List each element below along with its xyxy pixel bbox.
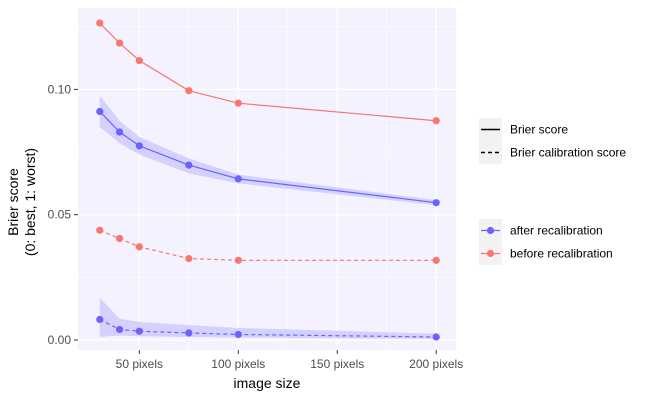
- point-brier-score-before-recalibration: [185, 87, 193, 95]
- legend-label-brier-score: Brier score: [510, 123, 568, 137]
- point-brier-calibration-score-before-recalibration: [135, 243, 143, 251]
- point-brier-score-after-recalibration: [96, 107, 104, 116]
- x-tick-label: 100 pixels: [211, 357, 265, 371]
- point-brier-calibration-score-before-recalibration: [432, 256, 440, 264]
- legend-key-before-dot: [486, 249, 495, 258]
- line-brier-score-before-recalibration: [99, 22, 437, 122]
- confidence-ribbons: [99, 95, 437, 339]
- point-brier-calibration-score-before-recalibration: [115, 234, 124, 243]
- x-axis-ticks: 50 pixels 100 pixels 150 pixels 200 pixels: [116, 350, 463, 371]
- legend-label-before-recalibration: before recalibration: [510, 247, 613, 261]
- point-brier-score-after-recalibration: [135, 142, 143, 150]
- point-brier-score-before-recalibration: [234, 99, 242, 107]
- point-brier-score-before-recalibration: [135, 57, 143, 65]
- legend-key-after-dot: [486, 226, 495, 235]
- point-brier-calibration-score-after-recalibration: [185, 329, 193, 337]
- ribbon-brier-score-after-recalibration: [99, 95, 437, 206]
- point-brier-score-after-recalibration: [234, 175, 242, 183]
- line-brier-calibration-score-after-recalibration: [99, 318, 437, 338]
- legend-linetype: Brier score Brier calibration score: [479, 118, 626, 164]
- y-tick-label: 0.05: [48, 208, 72, 222]
- point-brier-score-after-recalibration: [115, 128, 124, 136]
- ribbon-brier-calibration-score-after-recalibration: [99, 297, 437, 339]
- point-brier-score-before-recalibration: [432, 117, 440, 125]
- point-brier-calibration-score-after-recalibration: [96, 315, 104, 324]
- point-brier-calibration-score-before-recalibration: [96, 226, 104, 234]
- point-brier-score-before-recalibration: [115, 39, 124, 47]
- point-brier-calibration-score-before-recalibration: [185, 254, 193, 263]
- grid-lines: [78, 8, 456, 350]
- point-brier-score-before-recalibration: [96, 19, 104, 27]
- point-brier-calibration-score-before-recalibration: [234, 256, 242, 264]
- x-tick-label: 50 pixels: [116, 357, 163, 371]
- legend-color: after recalibration before recalibration: [479, 219, 613, 265]
- legend-label-brier-calibration-score: Brier calibration score: [510, 146, 626, 160]
- point-brier-calibration-score-after-recalibration: [234, 330, 242, 339]
- y-axis-title-line-1: Brier score: [5, 168, 21, 236]
- x-tick-label: 150 pixels: [310, 357, 364, 371]
- point-brier-score-after-recalibration: [185, 161, 193, 169]
- x-tick-label: 200 pixels: [409, 357, 463, 371]
- series-points: [96, 19, 440, 341]
- y-axis-ticks: 0.00 0.05 0.10: [48, 82, 78, 347]
- legend-label-after-recalibration: after recalibration: [510, 224, 603, 238]
- x-axis-title: image size: [234, 375, 301, 391]
- point-brier-calibration-score-after-recalibration: [115, 325, 124, 334]
- y-axis-title-line-2: (0: best, 1: worst): [22, 148, 38, 256]
- point-brier-score-after-recalibration: [432, 199, 440, 207]
- point-brier-calibration-score-after-recalibration: [135, 327, 143, 335]
- point-brier-calibration-score-after-recalibration: [432, 333, 440, 341]
- y-tick-label: 0.00: [48, 333, 72, 347]
- line-brier-score-after-recalibration: [99, 111, 437, 204]
- y-tick-label: 0.10: [48, 82, 72, 96]
